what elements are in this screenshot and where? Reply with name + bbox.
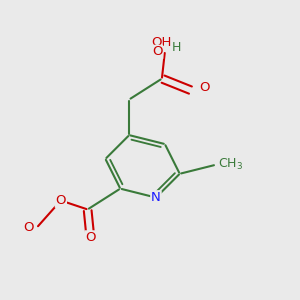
Text: OH: OH — [152, 36, 172, 49]
Text: O: O — [24, 221, 34, 234]
Text: O: O — [85, 231, 96, 244]
Text: O: O — [199, 81, 209, 94]
Text: O: O — [56, 194, 66, 207]
Text: CH$_3$: CH$_3$ — [218, 157, 244, 172]
Text: O: O — [152, 45, 163, 58]
Text: H: H — [171, 41, 181, 54]
Text: N: N — [151, 191, 161, 204]
